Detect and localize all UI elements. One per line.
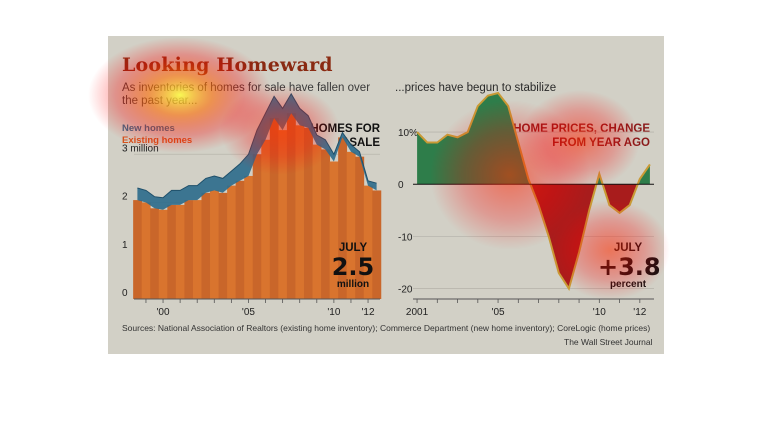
existing-homes-bar bbox=[355, 156, 365, 299]
existing-homes-bar bbox=[167, 204, 177, 299]
existing-homes-bar bbox=[150, 208, 160, 299]
prices-callout: JULY +3.8 percent bbox=[598, 242, 661, 290]
homes-y-tick-label: 1 bbox=[122, 240, 128, 251]
existing-homes-bar bbox=[218, 192, 228, 299]
existing-homes-bar bbox=[321, 149, 331, 299]
existing-homes-bar bbox=[303, 127, 313, 300]
homes-callout-month: JULY bbox=[338, 242, 368, 254]
existing-homes-bar bbox=[175, 204, 185, 299]
existing-homes-bar bbox=[363, 185, 373, 299]
existing-homes-bar bbox=[201, 192, 211, 299]
right-subtitle: ...prices have begun to stabilize bbox=[395, 82, 557, 94]
existing-homes-bar bbox=[329, 161, 339, 299]
prices-x-tick-label: '10 bbox=[593, 307, 606, 318]
homes-x-tick-label: '00 bbox=[157, 307, 170, 318]
existing-homes-bar bbox=[158, 209, 168, 299]
homes-x-tick-label: '10 bbox=[327, 307, 340, 318]
existing-homes-bar bbox=[269, 118, 279, 299]
prices-x-tick-label: '12 bbox=[633, 307, 646, 318]
prices-y-tick-label: 0 bbox=[398, 180, 404, 191]
home-prices-chart: 10% 0 -10 -20 2001 '05 '10 '12 bbox=[398, 91, 654, 318]
existing-homes-bar bbox=[338, 137, 348, 299]
existing-homes-bar bbox=[227, 185, 237, 299]
existing-homes-bar bbox=[312, 144, 322, 299]
existing-homes-bar bbox=[141, 202, 151, 299]
existing-homes-bar bbox=[372, 190, 382, 299]
prices-callout-value: +3.8 bbox=[598, 253, 661, 281]
existing-homes-bar bbox=[210, 190, 219, 299]
existing-homes-bar bbox=[252, 154, 262, 299]
chart-panel: Looking Homeward As inventories of homes… bbox=[108, 36, 664, 354]
existing-homes-bar bbox=[244, 175, 254, 299]
existing-homes-bar bbox=[235, 180, 245, 299]
homes-callout: JULY 2.5 million bbox=[328, 242, 378, 290]
prices-x-tick-label: '05 bbox=[492, 307, 505, 318]
homes-y-tick-label: 2 bbox=[122, 192, 128, 203]
existing-homes-bar bbox=[278, 130, 288, 299]
existing-homes-bar bbox=[133, 200, 143, 299]
homes-callout-value: 2.5 bbox=[331, 253, 375, 281]
source-note: Sources: National Association of Realtor… bbox=[122, 323, 651, 333]
prices-y-tick-label: -10 bbox=[398, 232, 413, 243]
existing-homes-bar bbox=[295, 125, 305, 299]
homes-y-tick-label: 0 bbox=[122, 288, 128, 299]
prices-y-tick-label: -20 bbox=[398, 285, 413, 296]
prices-x-tick-label: 2001 bbox=[406, 307, 429, 318]
credit: The Wall Street Journal bbox=[564, 337, 653, 347]
existing-homes-bar bbox=[286, 113, 296, 299]
existing-homes-bar bbox=[192, 200, 202, 299]
homes-x-tick-label: '12 bbox=[362, 307, 375, 318]
homes-x-tick-label: '05 bbox=[242, 307, 255, 318]
existing-homes-bar bbox=[184, 200, 194, 299]
homes-callout-unit: million bbox=[336, 279, 370, 290]
prices-y-tick-label: 10% bbox=[398, 128, 418, 139]
existing-homes-bar bbox=[346, 151, 356, 299]
existing-homes-bar bbox=[261, 139, 271, 299]
